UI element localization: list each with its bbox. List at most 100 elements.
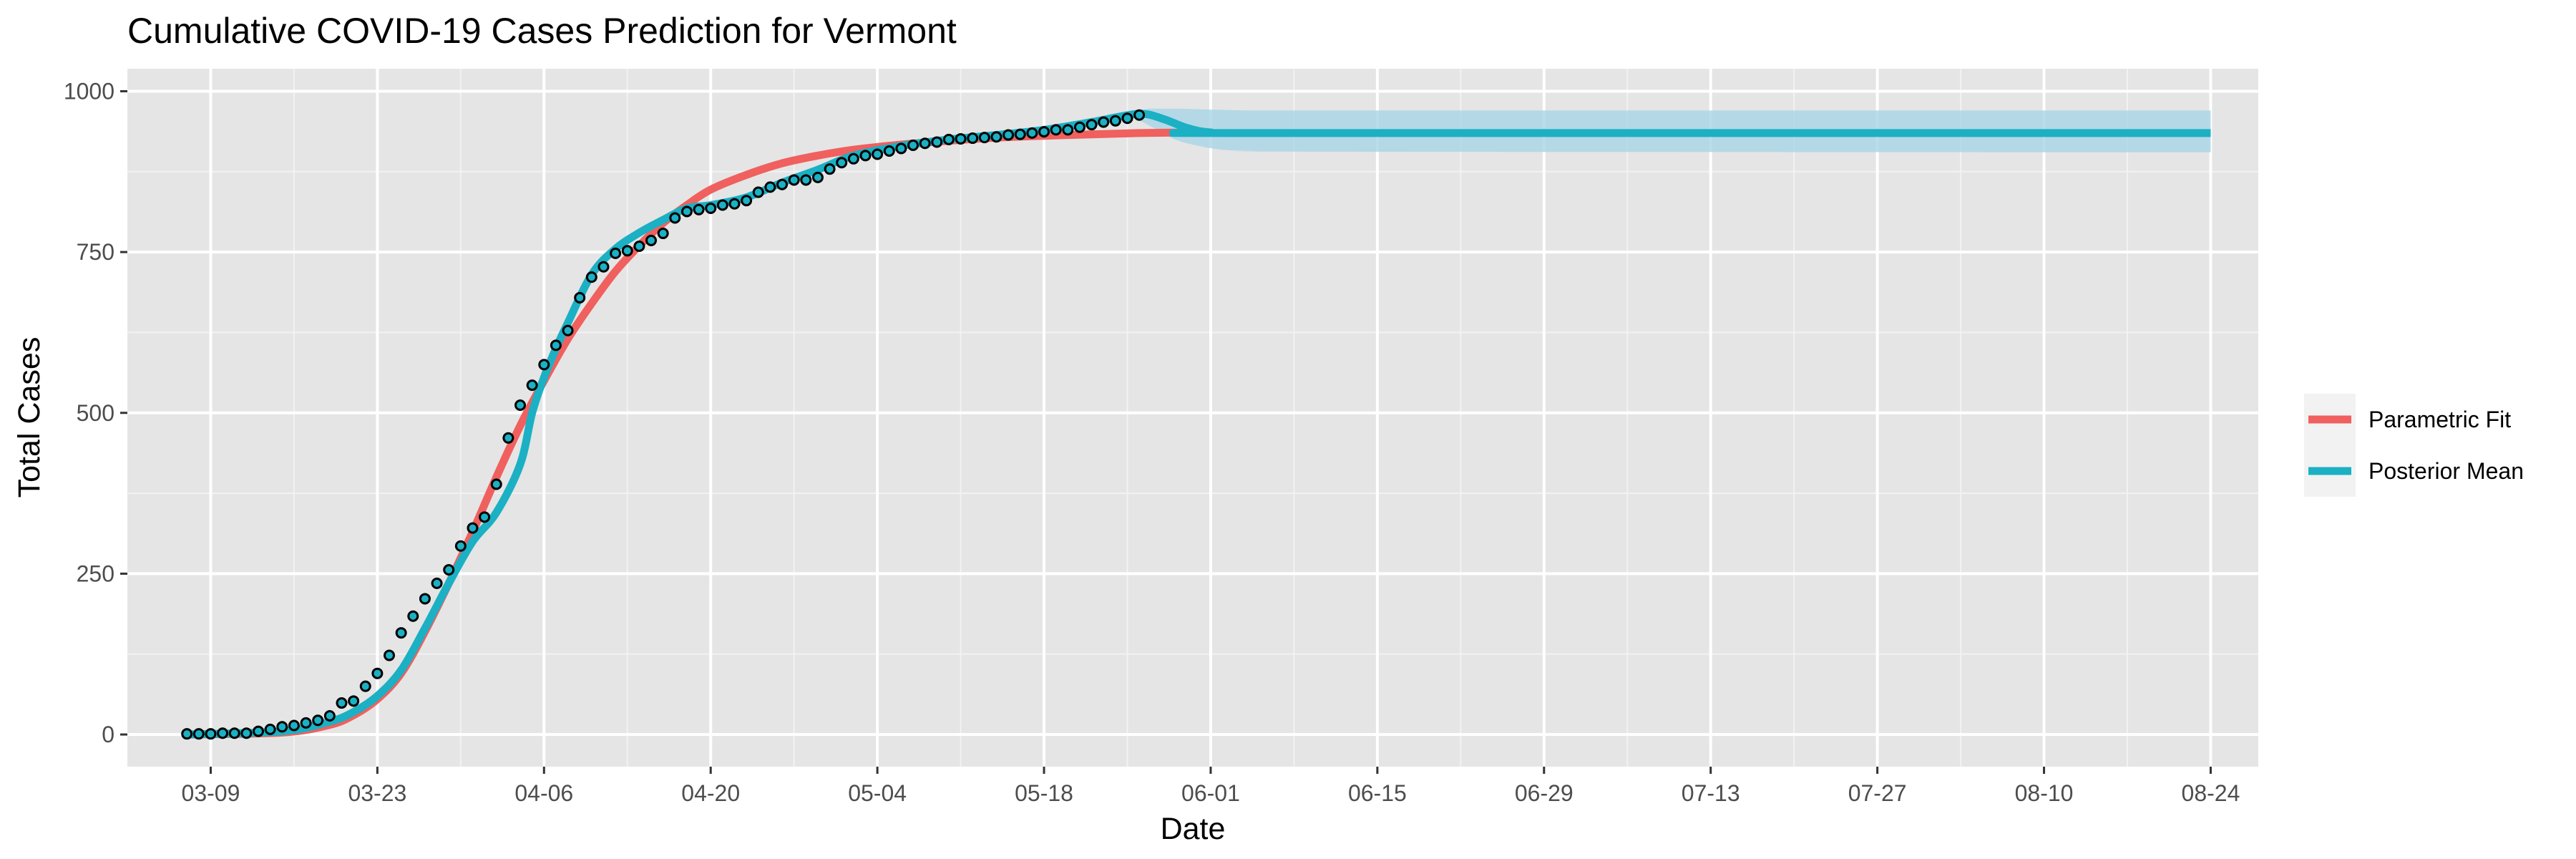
data-point-5 [240, 727, 253, 739]
data-point-51 [788, 174, 800, 186]
data-point-6 [253, 725, 265, 737]
observed-points [181, 109, 1146, 740]
y-tick-label-0: 0 [102, 722, 114, 747]
data-point-19 [407, 610, 419, 622]
data-point-30 [538, 359, 550, 371]
y-tick-label-3: 750 [77, 239, 114, 265]
data-point-13 [336, 697, 348, 709]
x-tick-label-8: 06-29 [1515, 780, 1574, 806]
data-point-58 [872, 148, 884, 160]
data-point-32 [562, 324, 574, 336]
x-tick-label-7: 06-15 [1348, 780, 1407, 806]
data-point-74 [1062, 124, 1074, 136]
data-point-44 [705, 203, 717, 214]
data-point-39 [645, 234, 658, 246]
data-point-23 [454, 540, 467, 552]
data-point-35 [597, 261, 610, 273]
x-tick-label-2: 04-06 [514, 780, 573, 806]
x-tick-label-5: 05-18 [1015, 780, 1073, 806]
y-axis: 0 250 500 750 1000 [64, 78, 127, 747]
data-point-60 [895, 142, 907, 155]
data-point-7 [264, 723, 276, 735]
data-point-72 [1038, 126, 1050, 138]
data-point-25 [479, 511, 491, 523]
data-point-56 [847, 152, 859, 165]
data-point-77 [1098, 116, 1110, 128]
data-point-71 [1026, 127, 1038, 139]
legend: Parametric Fit Posterior Mean [2304, 394, 2524, 497]
data-point-54 [824, 163, 836, 175]
data-point-33 [574, 291, 586, 304]
legend-label-0: Parametric Fit [2368, 407, 2511, 432]
x-tick-label-0: 03-09 [182, 780, 240, 806]
data-point-66 [967, 132, 979, 145]
data-point-41 [669, 212, 681, 224]
legend-label-1: Posterior Mean [2368, 458, 2524, 484]
data-point-14 [348, 695, 360, 707]
data-point-37 [621, 245, 633, 257]
data-point-27 [502, 432, 514, 444]
data-point-20 [419, 593, 431, 605]
data-point-2 [205, 728, 217, 740]
chart-title: Cumulative COVID-19 Cases Prediction for… [127, 11, 957, 51]
data-point-75 [1073, 121, 1085, 133]
y-axis-label: Total Cases [12, 337, 47, 498]
data-point-79 [1121, 112, 1133, 125]
grid-major [127, 69, 2258, 767]
data-point-55 [836, 157, 848, 169]
data-point-53 [811, 171, 824, 183]
data-point-36 [610, 247, 622, 259]
data-point-11 [312, 714, 324, 727]
data-point-67 [978, 132, 990, 144]
plot-panel [127, 69, 2258, 767]
data-point-16 [371, 667, 384, 679]
data-point-8 [276, 721, 288, 733]
x-tick-label-11: 08-10 [2015, 780, 2074, 806]
data-point-26 [490, 478, 502, 490]
y-tick-label-2: 500 [77, 400, 114, 426]
data-point-34 [585, 271, 597, 283]
data-point-76 [1085, 119, 1098, 131]
data-point-49 [764, 181, 776, 193]
data-point-24 [467, 522, 479, 534]
x-axis: 03-09 03-23 04-06 04-20 05-04 05-18 06-01 06-15… [182, 767, 2240, 806]
data-point-3 [217, 727, 229, 739]
data-point-18 [395, 627, 407, 639]
data-point-40 [657, 228, 669, 240]
data-point-22 [443, 564, 455, 576]
data-point-0 [181, 728, 193, 740]
x-tick-label-1: 03-23 [348, 780, 406, 806]
data-point-17 [384, 649, 396, 661]
data-point-43 [693, 203, 705, 215]
data-point-48 [752, 186, 764, 198]
data-point-62 [919, 137, 931, 150]
data-point-68 [990, 131, 1002, 143]
data-point-45 [716, 199, 728, 211]
data-point-15 [359, 680, 371, 692]
data-point-47 [741, 195, 753, 207]
y-tick-label-4: 1000 [64, 78, 114, 104]
data-point-10 [300, 717, 312, 729]
x-tick-label-12: 08-24 [2182, 780, 2240, 806]
data-point-64 [942, 133, 955, 145]
y-tick-label-1: 250 [77, 560, 114, 586]
data-point-65 [955, 132, 967, 145]
data-point-29 [526, 379, 538, 392]
x-tick-label-6: 06-01 [1181, 780, 1240, 806]
data-point-61 [907, 139, 919, 151]
data-point-63 [931, 136, 943, 148]
data-point-70 [1014, 128, 1026, 140]
data-point-69 [1002, 129, 1015, 141]
grid-minor [127, 69, 2258, 767]
data-point-31 [550, 339, 562, 351]
data-point-42 [680, 205, 693, 218]
data-point-1 [192, 728, 205, 740]
data-point-12 [323, 710, 336, 722]
data-point-78 [1109, 115, 1121, 127]
x-tick-label-3: 04-20 [681, 780, 740, 806]
data-point-59 [883, 145, 895, 157]
data-point-4 [228, 727, 240, 739]
data-point-21 [431, 577, 443, 589]
x-tick-label-9: 07-13 [1682, 780, 1740, 806]
